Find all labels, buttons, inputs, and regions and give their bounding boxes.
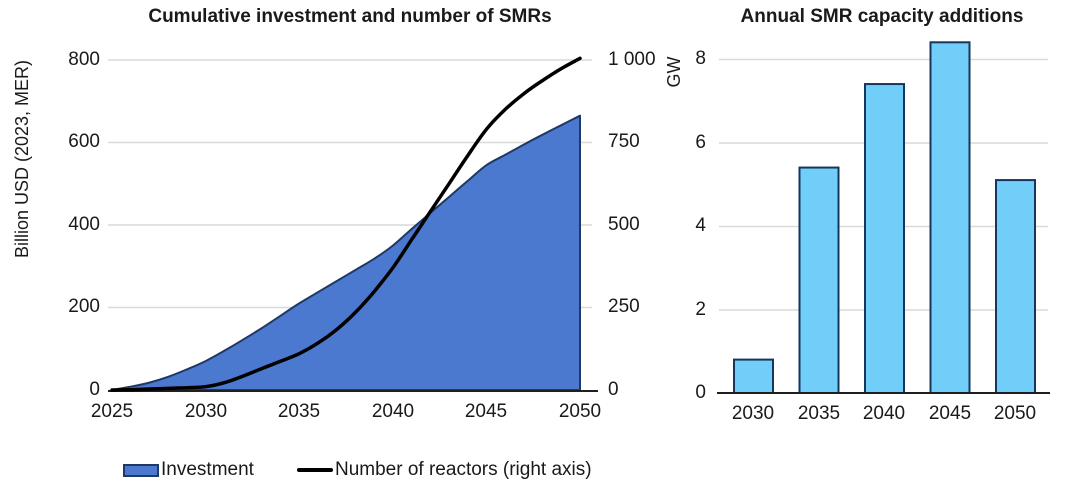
reactors-line-swatch-icon — [297, 468, 333, 472]
right-axis-tick: 0 — [608, 379, 619, 400]
bar-y-axis-tick: 6 — [695, 132, 706, 153]
left-axis-tick: 400 — [68, 214, 100, 235]
bar-y-axis-tick: 0 — [695, 382, 706, 403]
right-axis-tick: 250 — [608, 296, 640, 317]
left-axis-tick: 800 — [68, 49, 100, 70]
left-axis-tick: 0 — [89, 379, 100, 400]
legend-label-investment: Investment — [161, 459, 254, 480]
x-axis-tick: 2035 — [277, 401, 321, 422]
x-axis-tick: 2040 — [371, 401, 415, 422]
bar-y-axis-tick: 8 — [695, 48, 706, 69]
right-axis-tick: 500 — [608, 214, 640, 235]
x-axis-tick: 2045 — [464, 401, 508, 422]
right-chart-title: Annual SMR capacity additions — [740, 6, 1024, 27]
right-axis-tick: 750 — [608, 131, 640, 152]
bar-x-axis-tick: 2030 — [731, 403, 775, 424]
left-axis-tick: 200 — [68, 296, 100, 317]
x-axis-tick: 2030 — [184, 401, 228, 422]
left-chart-title: Cumulative investment and number of SMRs — [148, 6, 552, 27]
legend-label-reactors: Number of reactors (right axis) — [335, 459, 592, 480]
bar-y-axis-tick: 4 — [695, 215, 706, 236]
left-chart-y-axis-label: Billion USD (2023, MER) — [12, 59, 32, 259]
right-axis-tick: 1 000 — [608, 49, 656, 70]
x-axis-tick: 2025 — [90, 401, 134, 422]
investment-area-swatch-icon — [123, 464, 159, 477]
bar-x-axis-tick: 2035 — [797, 403, 841, 424]
bar-x-axis-tick: 2040 — [862, 403, 906, 424]
bar-y-axis-tick: 2 — [695, 299, 706, 320]
x-axis-tick: 2050 — [558, 401, 602, 422]
left-axis-tick: 600 — [68, 131, 100, 152]
bar-x-axis-tick: 2045 — [928, 403, 972, 424]
bar-x-axis-tick: 2050 — [993, 403, 1037, 424]
